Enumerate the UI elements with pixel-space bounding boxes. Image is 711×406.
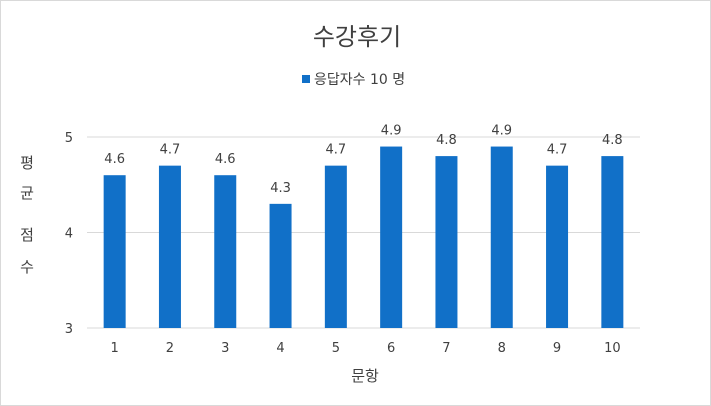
- y-axis-title-line: 수: [20, 258, 34, 276]
- y-tick-label: 4: [65, 227, 73, 242]
- x-tick-label: 7: [442, 341, 450, 356]
- x-tick-label: 5: [332, 341, 340, 356]
- bar: [214, 175, 237, 328]
- data-label: 4.8: [436, 133, 457, 148]
- x-tick-label: 3: [221, 341, 229, 356]
- y-tick-label: 3: [65, 322, 73, 337]
- y-axis-title-line: 평: [20, 154, 34, 172]
- x-tick-label: 8: [498, 341, 506, 356]
- chart-title: 수강후기: [313, 23, 401, 51]
- y-axis-ticks: 3 4 5: [65, 131, 73, 337]
- data-label: 4.8: [602, 133, 623, 148]
- x-tick-label: 4: [276, 341, 284, 356]
- x-tick-label: 9: [553, 341, 561, 356]
- bar: [324, 165, 347, 328]
- data-label: 4.6: [104, 152, 125, 167]
- data-label: 4.9: [491, 124, 512, 139]
- x-tick-label: 6: [387, 341, 395, 356]
- bar: [380, 146, 403, 328]
- bar: [158, 165, 181, 328]
- data-label: 4.6: [215, 152, 236, 167]
- y-axis-title: 평 균 점 수: [20, 154, 34, 276]
- data-label: 4.7: [160, 143, 181, 158]
- bar: [490, 146, 513, 328]
- bar: [601, 156, 624, 328]
- data-label: 4.7: [547, 143, 568, 158]
- x-axis-title: 문항: [351, 367, 379, 385]
- bar: [103, 175, 126, 328]
- x-tick-label: 2: [166, 341, 174, 356]
- data-label: 4.3: [270, 181, 291, 196]
- legend-swatch: [302, 75, 310, 83]
- x-tick-label: 10: [604, 341, 621, 356]
- legend-label: 응답자수 10 명: [314, 72, 405, 88]
- bars: [103, 146, 624, 328]
- x-axis-ticks: 1 2 3 4 5 6 7 8 9 10: [111, 341, 621, 356]
- y-tick-label: 5: [65, 131, 73, 146]
- y-axis-title-line: 점: [20, 226, 34, 244]
- data-label: 4.9: [381, 124, 402, 139]
- data-label: 4.7: [326, 143, 347, 158]
- x-tick-label: 1: [111, 341, 119, 356]
- legend: 응답자수 10 명: [302, 72, 405, 88]
- data-labels: 4.6 4.7 4.6 4.3 4.7 4.9 4.8 4.9 4.7 4.8: [104, 124, 622, 196]
- y-axis-title-line: 균: [20, 184, 34, 202]
- bar: [269, 203, 292, 328]
- bar: [435, 156, 458, 328]
- bar: [546, 165, 569, 328]
